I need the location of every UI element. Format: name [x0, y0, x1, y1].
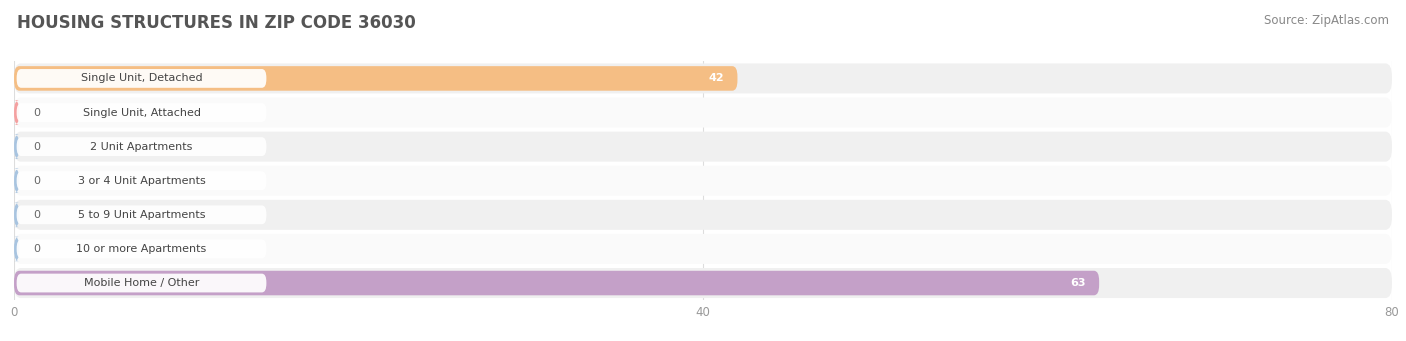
FancyBboxPatch shape	[17, 172, 266, 190]
Text: Mobile Home / Other: Mobile Home / Other	[84, 278, 200, 288]
Text: HOUSING STRUCTURES IN ZIP CODE 36030: HOUSING STRUCTURES IN ZIP CODE 36030	[17, 14, 416, 32]
Text: 0: 0	[32, 176, 39, 186]
Text: Source: ZipAtlas.com: Source: ZipAtlas.com	[1264, 14, 1389, 27]
Text: 63: 63	[1070, 278, 1085, 288]
Text: 3 or 4 Unit Apartments: 3 or 4 Unit Apartments	[77, 176, 205, 186]
FancyBboxPatch shape	[14, 98, 1392, 128]
Text: 0: 0	[32, 107, 39, 118]
FancyBboxPatch shape	[14, 166, 1392, 196]
FancyBboxPatch shape	[14, 203, 20, 227]
FancyBboxPatch shape	[17, 239, 266, 258]
FancyBboxPatch shape	[14, 200, 1392, 230]
Text: Single Unit, Detached: Single Unit, Detached	[80, 73, 202, 84]
FancyBboxPatch shape	[14, 134, 20, 159]
FancyBboxPatch shape	[14, 168, 20, 193]
Text: 0: 0	[32, 210, 39, 220]
Text: 0: 0	[32, 244, 39, 254]
FancyBboxPatch shape	[17, 103, 266, 122]
Text: 10 or more Apartments: 10 or more Apartments	[76, 244, 207, 254]
Text: 42: 42	[709, 73, 724, 84]
FancyBboxPatch shape	[14, 100, 20, 125]
FancyBboxPatch shape	[17, 69, 266, 88]
FancyBboxPatch shape	[17, 273, 266, 292]
FancyBboxPatch shape	[14, 63, 1392, 93]
FancyBboxPatch shape	[17, 205, 266, 224]
FancyBboxPatch shape	[14, 271, 1099, 295]
FancyBboxPatch shape	[14, 234, 1392, 264]
FancyBboxPatch shape	[14, 237, 20, 261]
FancyBboxPatch shape	[14, 132, 1392, 162]
Text: 0: 0	[32, 142, 39, 152]
Text: Single Unit, Attached: Single Unit, Attached	[83, 107, 201, 118]
FancyBboxPatch shape	[14, 268, 1392, 298]
FancyBboxPatch shape	[14, 66, 738, 91]
Text: 2 Unit Apartments: 2 Unit Apartments	[90, 142, 193, 152]
Text: 5 to 9 Unit Apartments: 5 to 9 Unit Apartments	[77, 210, 205, 220]
FancyBboxPatch shape	[17, 137, 266, 156]
